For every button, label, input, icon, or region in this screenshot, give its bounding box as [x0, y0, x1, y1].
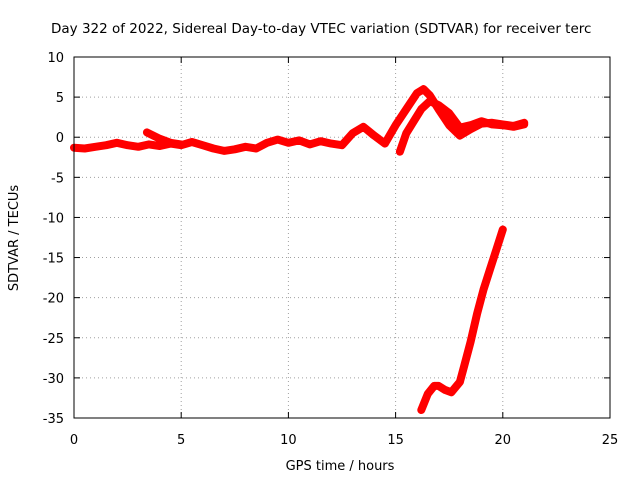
x-tick-label: 15 — [387, 433, 404, 448]
series-group — [70, 85, 529, 414]
y-tick-label: -10 — [43, 211, 64, 226]
y-tick-label: -15 — [43, 252, 64, 267]
x-tick-label: 10 — [280, 433, 297, 448]
series-line-track-main — [70, 85, 529, 155]
y-tick-label: 0 — [56, 131, 64, 146]
y-tick-label: 5 — [56, 91, 64, 106]
x-tick-label: 0 — [70, 433, 78, 448]
y-tick-label: -20 — [43, 292, 64, 307]
series-line-track-mid — [142, 128, 186, 149]
grid-lines — [74, 57, 610, 418]
y-tick-label: 10 — [47, 51, 64, 66]
y-tick-label: -5 — [51, 171, 64, 186]
chart-title: Day 322 of 2022, Sidereal Day-to-day VTE… — [51, 21, 591, 37]
y-tick-label: -25 — [43, 332, 64, 347]
plot-frame — [73, 56, 611, 419]
y-tick-label: -35 — [43, 412, 64, 427]
y-axis-label: SDTVAR / TECUs — [7, 185, 22, 292]
y-tick-label: -30 — [43, 372, 64, 387]
x-tick-label: 25 — [602, 433, 619, 448]
series-line-track-rise — [395, 97, 529, 156]
x-tick-label: 20 — [495, 433, 512, 448]
x-tick-label: 5 — [177, 433, 185, 448]
x-axis-label: GPS time / hours — [286, 459, 395, 474]
series-line-track-low — [417, 225, 507, 414]
axis-ticks: 0 5 10 15 20 25 10 5 0 -5 -10 -15 -20 -25 -30 -35 — [43, 51, 619, 448]
